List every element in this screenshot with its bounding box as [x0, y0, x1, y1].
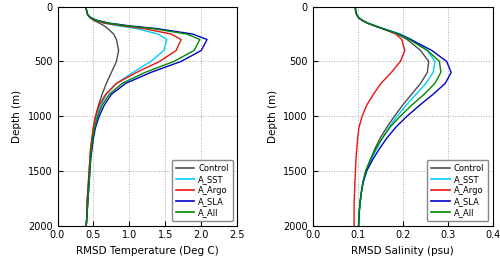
- X-axis label: RMSD Temperature (Deg C): RMSD Temperature (Deg C): [76, 246, 219, 256]
- Y-axis label: Depth (m): Depth (m): [12, 90, 22, 143]
- Legend: Control, A_SST, A_Argo, A_SLA, A_All: Control, A_SST, A_Argo, A_SLA, A_All: [427, 160, 488, 221]
- Legend: Control, A_SST, A_Argo, A_SLA, A_All: Control, A_SST, A_Argo, A_SLA, A_All: [172, 160, 233, 221]
- X-axis label: RMSD Salinity (psu): RMSD Salinity (psu): [351, 246, 454, 256]
- Y-axis label: Depth (m): Depth (m): [268, 90, 278, 143]
